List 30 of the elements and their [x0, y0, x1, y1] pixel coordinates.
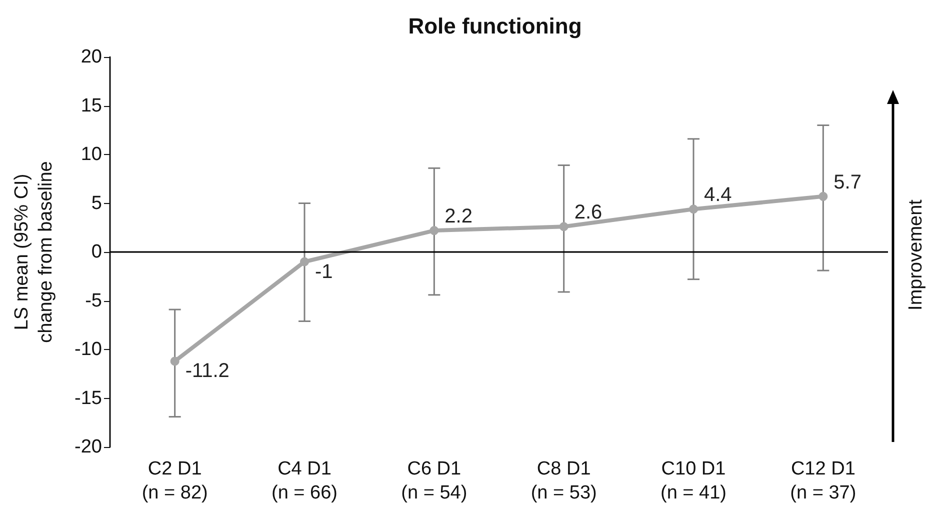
- y-tick-label: 15: [80, 95, 102, 116]
- x-tick-label: C12 D1 (n = 37): [790, 458, 856, 504]
- data-label: 5.7: [834, 171, 862, 194]
- y-axis-title: LS mean (95% CI) change from baseline: [12, 161, 56, 343]
- point: [818, 192, 828, 201]
- y-tick-label: -5: [85, 290, 102, 312]
- y-tick-label: 10: [80, 144, 102, 165]
- y-tick-label: 20: [80, 46, 102, 68]
- data-label: 2.2: [444, 206, 472, 228]
- data-label: -11.2: [185, 360, 230, 382]
- y-tick-label: -10: [74, 339, 102, 360]
- point: [430, 226, 439, 236]
- x-tick-label: C10 D1 (n = 41): [660, 458, 727, 504]
- y-tick-label: -20: [74, 436, 102, 458]
- y-tick-label: -15: [74, 388, 102, 409]
- chart-title: Role functioning: [408, 14, 582, 38]
- point: [689, 204, 698, 214]
- x-tick-label: C8 D1 (n = 53): [530, 458, 597, 504]
- x-tick-label: C6 D1 (n = 54): [401, 458, 468, 504]
- x-tick-label: C4 D1 (n = 66): [271, 458, 338, 504]
- text: Improvement: [906, 198, 926, 310]
- data-label: -1: [315, 260, 333, 283]
- data-label: 4.4: [704, 184, 732, 206]
- y-tick-label: 0: [91, 242, 102, 262]
- point: [170, 356, 180, 366]
- point: [300, 257, 309, 266]
- y-tick-label: 5: [91, 192, 102, 214]
- point: [559, 222, 568, 232]
- x-tick-label: C2 D1 (n = 82): [142, 458, 208, 504]
- data-label: 2.6: [574, 202, 602, 224]
